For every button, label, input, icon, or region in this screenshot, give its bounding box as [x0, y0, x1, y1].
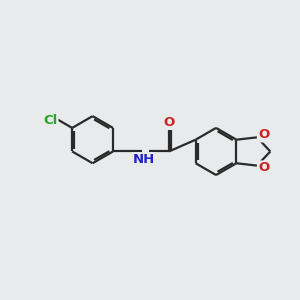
Text: O: O	[258, 128, 269, 142]
Text: O: O	[258, 161, 269, 175]
Text: Cl: Cl	[43, 114, 58, 127]
Text: O: O	[163, 116, 175, 128]
Text: NH: NH	[133, 153, 155, 166]
